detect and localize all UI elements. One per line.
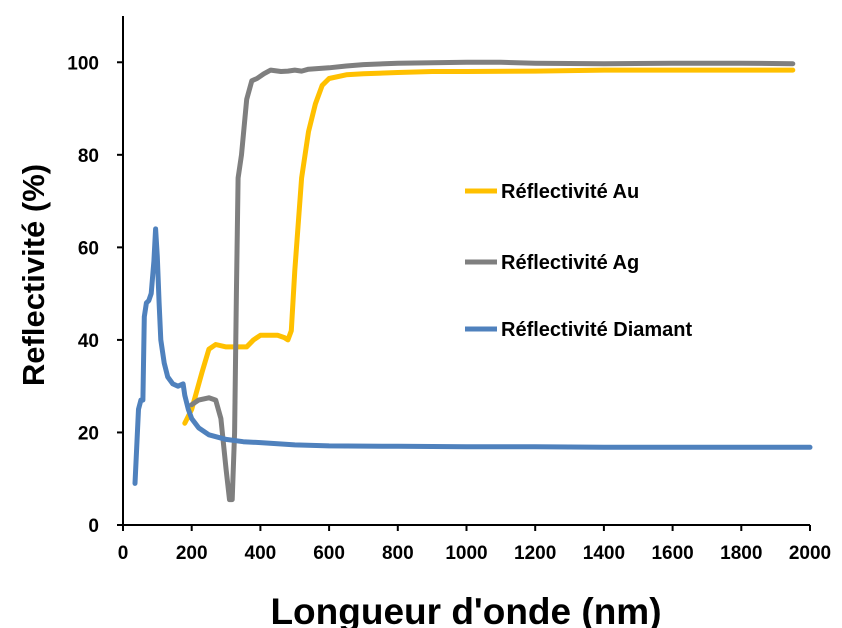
x-tick-label: 1600	[651, 543, 693, 564]
x-tick-label: 1000	[445, 543, 487, 564]
series-group	[132, 59, 813, 503]
x-tick-label: 600	[313, 543, 345, 564]
y-axis-title: Reflectivité (%)	[16, 164, 51, 386]
series-line-1	[189, 59, 796, 503]
legend: Réflectivité Au Réflectivité Ag Réflectivi…	[465, 181, 693, 341]
y-tick-label: 60	[78, 238, 99, 259]
legend-label-1: Réflectivité Ag	[501, 252, 639, 274]
legend-label-0: Réflectivité Au	[501, 181, 639, 203]
x-tick-label: 2000	[789, 543, 831, 564]
x-tick-label: 0	[118, 543, 129, 564]
x-tick-label: 800	[382, 543, 414, 564]
y-tick-label: 20	[78, 423, 99, 444]
x-ticks: 0 200 400 600 800 1000 1200 1400 1600 1800 2000	[118, 525, 831, 564]
series-line-2	[132, 226, 813, 486]
x-tick-label: 400	[245, 543, 277, 564]
y-tick-label: 80	[78, 146, 99, 167]
x-tick-label: 1800	[720, 543, 762, 564]
y-tick-label: 40	[78, 331, 99, 352]
y-tick-label: 100	[67, 53, 99, 74]
y-ticks: 0 20 40 60 80 100	[67, 53, 123, 537]
x-tick-label: 1400	[583, 543, 625, 564]
x-axis-title: Longueur d'onde (nm)	[270, 591, 661, 628]
legend-label-2: Réflectivité Diamant	[501, 319, 693, 341]
x-tick-label: 200	[176, 543, 208, 564]
series-line-0	[182, 67, 796, 426]
y-tick-label: 0	[88, 516, 99, 537]
plot-area: 0 200 400 600 800 1000 1200 1400 1600 1800 2000 0 2…	[67, 16, 831, 564]
x-tick-label: 1200	[514, 543, 556, 564]
